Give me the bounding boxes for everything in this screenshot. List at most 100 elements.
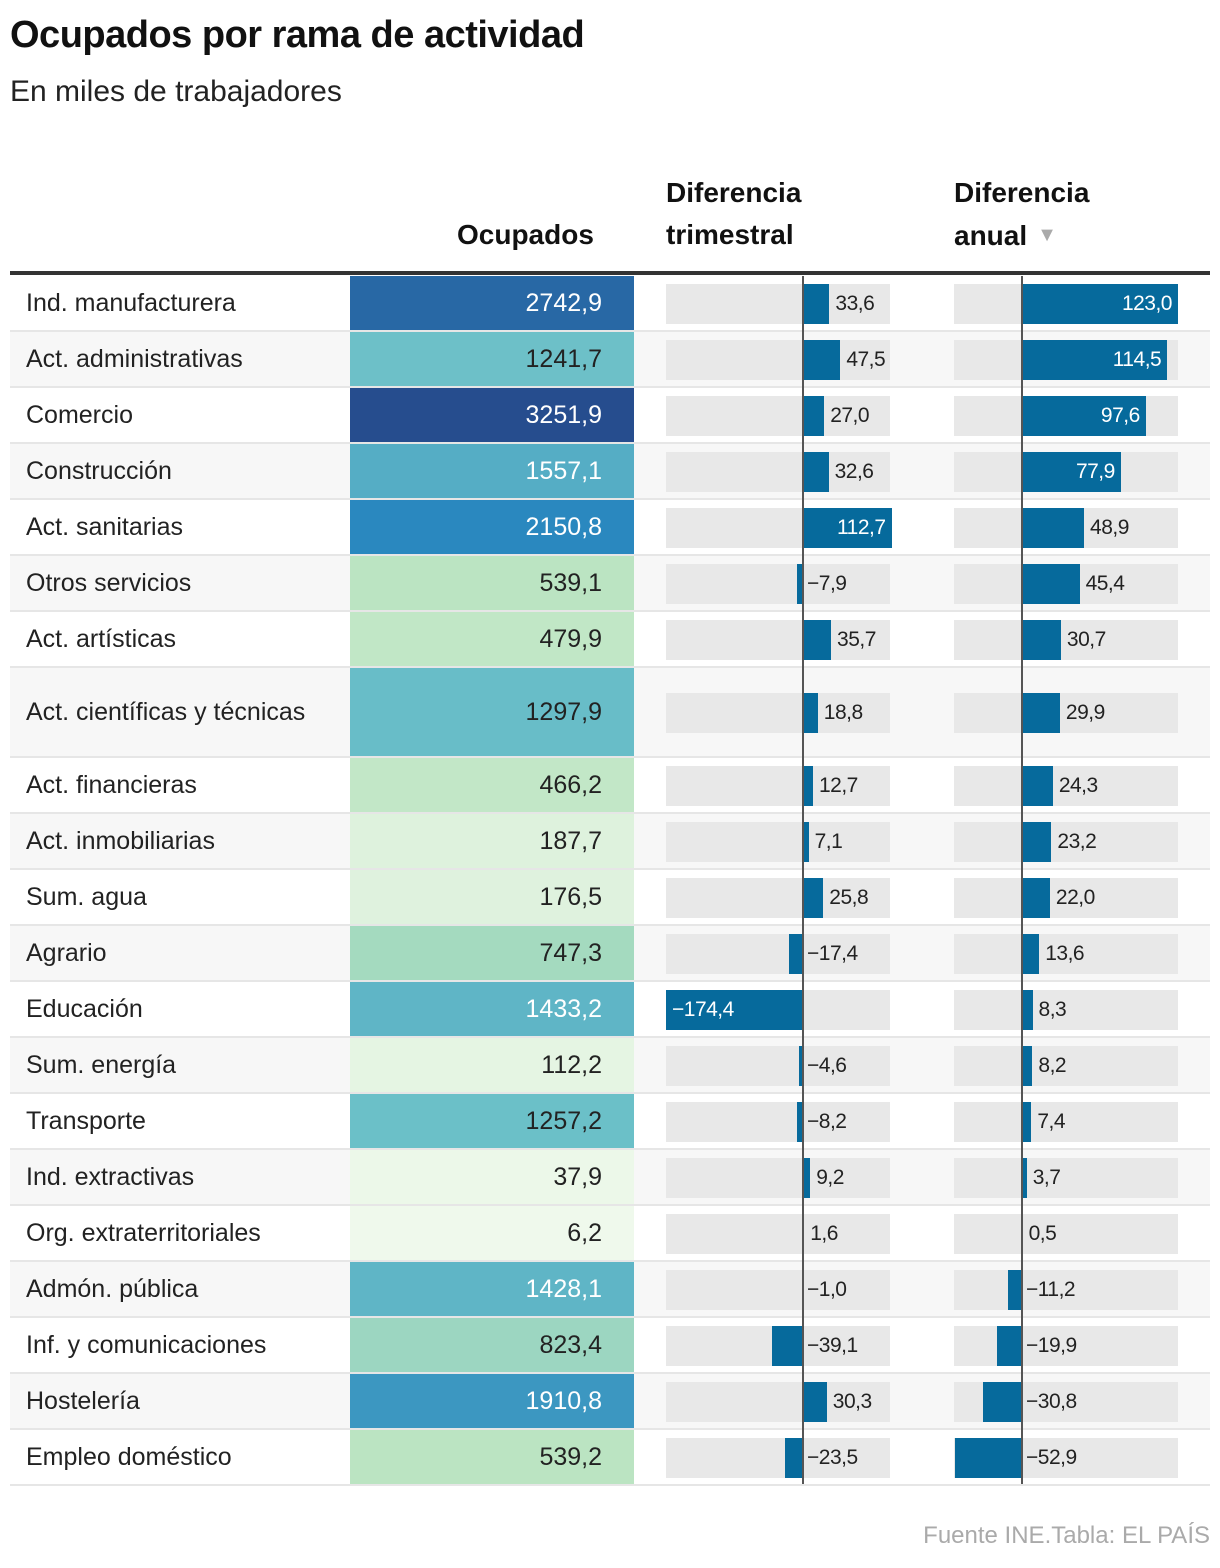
anual-bar bbox=[954, 1438, 1022, 1478]
anual-track: −30,8 bbox=[954, 1382, 1178, 1422]
trimestral-bar bbox=[784, 1438, 803, 1478]
row-label: Sum. agua bbox=[26, 883, 147, 911]
row-label: Agrario bbox=[26, 939, 107, 967]
anual-track: −52,9 bbox=[954, 1438, 1178, 1478]
trimestral-track: 33,6 bbox=[666, 284, 890, 324]
anual-value-label: 3,7 bbox=[1032, 1166, 1061, 1189]
anual-track: 13,6 bbox=[954, 934, 1178, 974]
trimestral-track: −23,5 bbox=[666, 1438, 890, 1478]
anual-track: 23,2 bbox=[954, 822, 1178, 862]
row-label: Ind. extractivas bbox=[26, 1163, 195, 1191]
table-row: Agrario 747,3 −17,4 13,6 bbox=[10, 926, 1210, 982]
trimestral-value-label: −4,6 bbox=[807, 1054, 847, 1077]
trimestral-bar bbox=[796, 1102, 803, 1142]
trimestral-value-label: 33,6 bbox=[835, 292, 875, 315]
trimestral-track: 32,6 bbox=[666, 452, 890, 492]
trimestral-track: −1,0 bbox=[666, 1270, 890, 1310]
trimestral-track: 30,3 bbox=[666, 1382, 890, 1422]
trimestral-track: 12,7 bbox=[666, 766, 890, 806]
anual-track: 48,9 bbox=[954, 508, 1178, 548]
ocupados-cell: 1557,1 bbox=[350, 444, 634, 498]
anual-bar bbox=[1022, 878, 1050, 918]
trimestral-value-label: −39,1 bbox=[807, 1334, 858, 1357]
table-row: Org. extraterritoriales 6,2 1,6 0,5 bbox=[10, 1206, 1210, 1262]
ocupados-cell: 176,5 bbox=[350, 870, 634, 924]
trimestral-value-label: −8,2 bbox=[807, 1110, 847, 1133]
trimestral-value-label: −1,0 bbox=[807, 1278, 847, 1301]
trimestral-bar bbox=[666, 990, 803, 1030]
column-header-ocupados[interactable]: Ocupados bbox=[457, 219, 594, 250]
ocupados-cell: 747,3 bbox=[350, 926, 634, 980]
ocupados-cell: 3251,9 bbox=[350, 388, 634, 442]
row-label: Admón. pública bbox=[26, 1275, 199, 1303]
trimestral-value-label: −23,5 bbox=[807, 1446, 858, 1469]
row-label: Transporte bbox=[26, 1107, 146, 1135]
table-row: Ind. extractivas 37,9 9,2 3,7 bbox=[10, 1150, 1210, 1206]
anual-track: 3,7 bbox=[954, 1158, 1178, 1198]
ocupados-cell: 1428,1 bbox=[350, 1262, 634, 1316]
trimestral-track: 9,2 bbox=[666, 1158, 890, 1198]
ocupados-cell: 823,4 bbox=[350, 1318, 634, 1372]
sort-descending-icon[interactable]: ▼ bbox=[1037, 224, 1057, 246]
ocupados-cell: 1910,8 bbox=[350, 1374, 634, 1428]
trimestral-zero-axis bbox=[802, 276, 804, 1484]
row-label: Ind. manufacturera bbox=[26, 289, 236, 317]
trimestral-value-label: 32,6 bbox=[834, 460, 874, 483]
anual-value-label: 8,3 bbox=[1038, 998, 1067, 1021]
ocupados-cell: 112,2 bbox=[350, 1038, 634, 1092]
anual-value-label: 114,5 bbox=[1112, 348, 1162, 371]
trimestral-bar bbox=[803, 822, 809, 862]
anual-value-label: 7,4 bbox=[1037, 1110, 1066, 1133]
anual-track: 0,5 bbox=[954, 1214, 1178, 1254]
anual-value-label: 77,9 bbox=[1075, 460, 1115, 483]
anual-bar bbox=[1022, 620, 1061, 660]
table-row: Comercio 3251,9 27,0 97,6 bbox=[10, 388, 1210, 444]
ocupados-cell: 2150,8 bbox=[350, 500, 634, 554]
table-row: Transporte 1257,2 −8,2 7,4 bbox=[10, 1094, 1210, 1150]
trimestral-track: 18,8 bbox=[666, 693, 890, 733]
anual-value-label: −52,9 bbox=[1026, 1446, 1077, 1469]
anual-value-label: −11,2 bbox=[1026, 1278, 1076, 1301]
trimestral-track: −4,6 bbox=[666, 1046, 890, 1086]
ocupados-cell: 1257,2 bbox=[350, 1094, 634, 1148]
trimestral-bar bbox=[803, 1158, 811, 1198]
row-label: Act. sanitarias bbox=[26, 513, 184, 541]
anual-track: 29,9 bbox=[954, 693, 1178, 733]
anual-bar bbox=[1022, 1046, 1033, 1086]
ocupados-cell: 479,9 bbox=[350, 612, 634, 666]
anual-bar bbox=[1022, 508, 1085, 548]
row-label: Construcción bbox=[26, 457, 172, 485]
trimestral-track: 47,5 bbox=[666, 340, 890, 380]
anual-bar bbox=[1007, 1270, 1022, 1310]
ocupados-cell: 1433,2 bbox=[350, 982, 634, 1036]
trimestral-track: −8,2 bbox=[666, 1102, 890, 1142]
column-header-trimestral[interactable]: Diferencia trimestral bbox=[666, 177, 802, 250]
table-row: Act. administrativas 1241,7 47,5 114,5 bbox=[10, 332, 1210, 388]
row-label: Otros servicios bbox=[26, 569, 192, 597]
table-row: Otros servicios 539,1 −7,9 45,4 bbox=[10, 556, 1210, 612]
row-label: Comercio bbox=[26, 401, 133, 429]
trimestral-track: −174,4 bbox=[666, 990, 890, 1030]
trimestral-value-label: 18,8 bbox=[823, 701, 863, 724]
anual-value-label: 48,9 bbox=[1090, 516, 1129, 539]
trimestral-track: 7,1 bbox=[666, 822, 890, 862]
anual-track: 123,0 bbox=[954, 284, 1178, 324]
table-row: Construcción 1557,1 32,6 77,9 bbox=[10, 444, 1210, 500]
table-row: Act. sanitarias 2150,8 112,7 48,9 bbox=[10, 500, 1210, 556]
anual-bar bbox=[1022, 284, 1178, 324]
ocupados-cell: 539,2 bbox=[350, 1430, 634, 1484]
trimestral-bar bbox=[803, 1382, 827, 1422]
table-row: Hostelería 1910,8 30,3 −30,8 bbox=[10, 1374, 1210, 1430]
anual-value-label: 24,3 bbox=[1058, 774, 1098, 797]
anual-bar bbox=[1022, 340, 1168, 380]
ocupados-cell: 1297,9 bbox=[350, 668, 634, 756]
table-row: Empleo doméstico 539,2 −23,5 −52,9 bbox=[10, 1430, 1210, 1486]
ocupados-cell: 37,9 bbox=[350, 1150, 634, 1204]
anual-bar bbox=[1022, 396, 1146, 436]
column-header-anual[interactable]: Diferencia anual ▼ bbox=[954, 172, 1124, 257]
row-label: Inf. y comunicaciones bbox=[26, 1331, 267, 1359]
trimestral-value-label: 30,3 bbox=[832, 1390, 872, 1413]
ocupados-cell: 466,2 bbox=[350, 758, 634, 812]
trimestral-value-label: 7,1 bbox=[814, 830, 843, 853]
